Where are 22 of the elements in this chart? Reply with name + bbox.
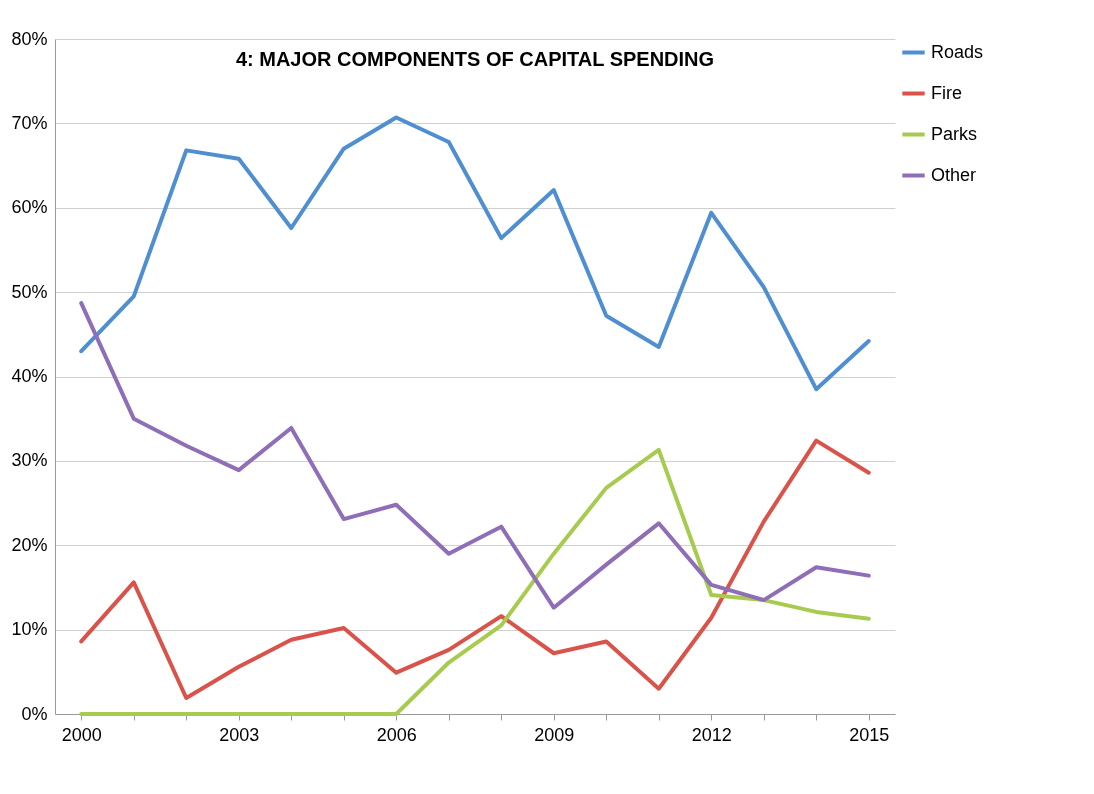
x-tick-label: 2015 xyxy=(849,724,890,745)
y-tick-label: 40% xyxy=(11,366,48,386)
y-tick-label: 0% xyxy=(21,703,48,724)
x-tick-label: 2000 xyxy=(61,724,102,745)
legend-label: Other xyxy=(931,164,977,185)
legend-label: Roads xyxy=(931,41,984,62)
y-tick-label: 60% xyxy=(11,197,48,218)
x-tick-label: 2006 xyxy=(376,724,417,745)
x-tick-label: 2009 xyxy=(534,724,575,745)
y-tick-label: 30% xyxy=(11,450,48,471)
line-series xyxy=(79,301,871,610)
chart-title: 4: MAJOR COMPONENTS OF CAPITAL SPENDING xyxy=(235,48,715,70)
x-tick-label: 2003 xyxy=(219,724,260,745)
legend-label: Parks xyxy=(931,123,978,144)
y-tick-label: 50% xyxy=(11,281,48,302)
legend-label: Fire xyxy=(931,82,962,103)
y-tick-label: 80% xyxy=(11,28,48,49)
y-tick-label: 20% xyxy=(11,534,48,555)
y-tick-label: 70% xyxy=(11,112,48,133)
x-tick-label: 2012 xyxy=(691,724,732,745)
line-series xyxy=(79,115,871,392)
y-tick-label: 10% xyxy=(11,619,48,640)
